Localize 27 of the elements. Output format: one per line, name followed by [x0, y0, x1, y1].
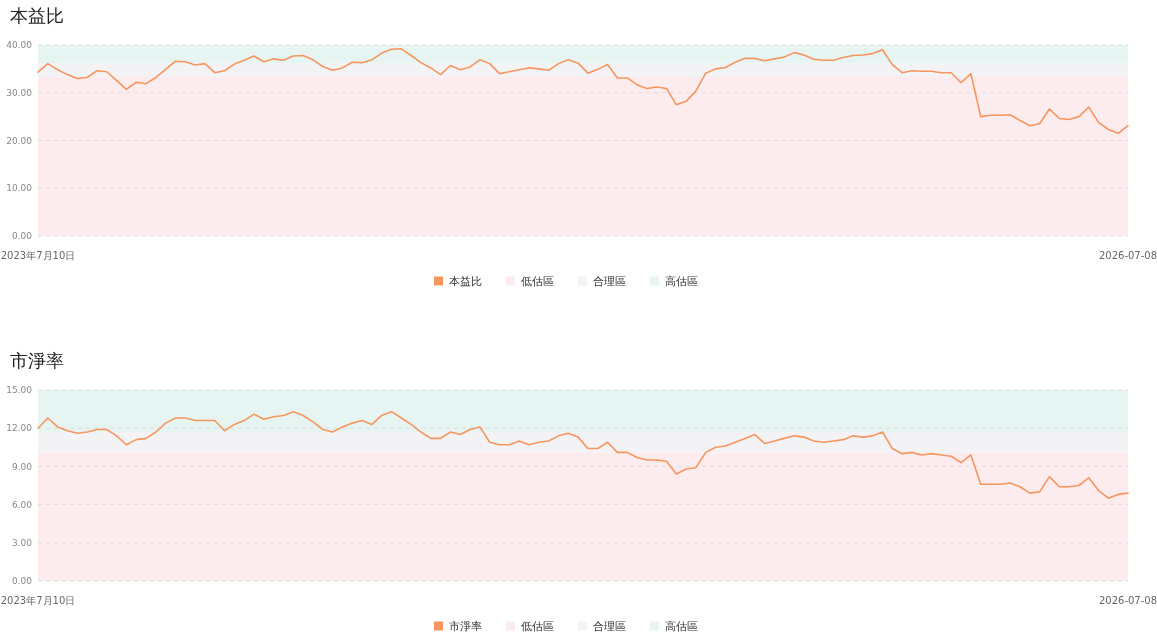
y-tick-label: 40.00 [6, 40, 33, 51]
legend-label: 市淨率 [449, 619, 482, 633]
legend-label: 本益比 [449, 274, 482, 288]
legend-label: 高估區 [665, 274, 698, 288]
chart-title: 市淨率 [10, 350, 64, 371]
x-tick-label: 2026-07-08 [1098, 595, 1157, 606]
y-tick-label: 30.00 [6, 87, 33, 98]
line-series [37, 48, 1129, 135]
legend-label: 低估區 [521, 274, 554, 288]
y-tick-label: 10.00 [6, 183, 33, 194]
y-tick-label: 3.00 [11, 537, 33, 548]
y-tick-label: 12.00 [6, 423, 33, 434]
y-tick-label: 0.00 [11, 231, 33, 242]
legend-label: 合理區 [593, 274, 626, 288]
y-tick-label: 6.00 [11, 499, 33, 510]
x-tick-label: 2026-07-08 [1098, 250, 1157, 261]
y-tick-label: 15.00 [6, 385, 33, 396]
y-tick-label: 20.00 [6, 135, 33, 146]
legend-label: 高估區 [665, 619, 698, 633]
legend-label: 合理區 [593, 619, 626, 633]
legend-label: 低估區 [521, 619, 554, 633]
line-series [37, 410, 1129, 500]
chart-title: 本益比 [10, 5, 64, 26]
x-tick-label: 2023年7月10日 [0, 595, 76, 606]
x-tick-label: 2023年7月10日 [0, 250, 76, 261]
y-tick-label: 9.00 [11, 461, 33, 472]
y-tick-label: 0.00 [11, 576, 33, 587]
